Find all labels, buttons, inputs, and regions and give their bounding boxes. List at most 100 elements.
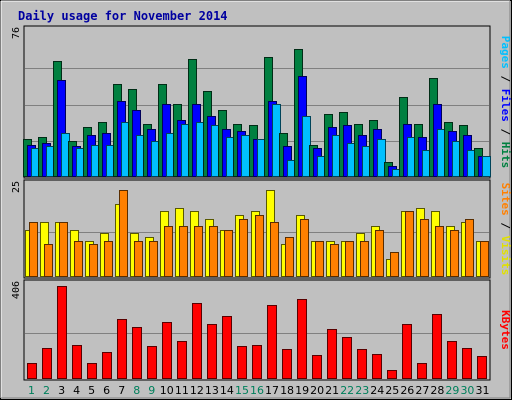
day-label-13: 13: [205, 384, 219, 397]
series-label-part-1: Pages: [499, 36, 512, 69]
bar-sites-day-11: [179, 226, 188, 277]
day-label-1: 1: [28, 384, 35, 397]
bar-sites-day-7: [119, 190, 128, 277]
day-label-25: 25: [385, 384, 399, 397]
day-label-14: 14: [220, 384, 234, 397]
panel-1-series-label: Pages / Files / Hits: [499, 36, 512, 169]
chart-title: Daily usage for November 2014: [18, 9, 228, 23]
bar-sites-day-19: [300, 219, 309, 277]
bar-kbytes-day-3: [57, 286, 67, 379]
bar-sites-day-4: [74, 241, 83, 277]
panel-1: 76 Pages / Files / Hits: [11, 25, 512, 179]
bar-sites-day-25: [390, 252, 399, 277]
bar-sites-day-24: [375, 230, 384, 277]
panel-2-series-label: Sites / Visits: [499, 183, 512, 276]
series-label-part-1: KBytes: [499, 310, 512, 350]
bar-kbytes-day-9: [147, 346, 157, 379]
bar-kbytes-day-5: [87, 363, 97, 379]
day-label-18: 18: [280, 384, 294, 397]
bar-sites-day-22: [345, 241, 354, 277]
series-label-part-1: Sites: [499, 183, 512, 216]
day-label-30: 30: [460, 384, 474, 397]
day-label-11: 11: [175, 384, 189, 397]
bar-kbytes-day-4: [72, 345, 82, 379]
bar-kbytes-day-27: [417, 363, 427, 379]
day-label-16: 16: [250, 384, 264, 397]
day-label-5: 5: [88, 384, 95, 397]
bar-sites-day-6: [104, 241, 113, 277]
bar-kbytes-day-26: [402, 324, 412, 379]
day-label-4: 4: [73, 384, 80, 397]
panel-3-series-label: KBytes: [499, 310, 512, 350]
bar-sites-day-28: [435, 226, 444, 277]
bar-sites-day-9: [149, 241, 158, 277]
day-label-24: 24: [370, 384, 384, 397]
day-label-26: 26: [400, 384, 414, 397]
bar-kbytes-day-1: [27, 363, 37, 379]
bar-sites-day-16: [255, 215, 264, 277]
day-label-3: 3: [58, 384, 65, 397]
bar-sites-day-1: [29, 222, 38, 277]
day-label-27: 27: [415, 384, 429, 397]
bar-kbytes-day-30: [462, 348, 472, 379]
day-label-31: 31: [475, 384, 489, 397]
bar-kbytes-day-11: [177, 341, 187, 379]
bar-sites-day-23: [360, 241, 369, 277]
day-label-21: 21: [325, 384, 339, 397]
bar-kbytes-day-6: [102, 352, 112, 379]
bar-kbytes-day-19: [297, 299, 307, 379]
series-label-part-2: /: [499, 216, 512, 236]
panel-1-max-label: 76: [11, 27, 22, 39]
panel-3: 406 KBytes: [11, 279, 512, 381]
bar-kbytes-day-8: [132, 327, 142, 379]
bar-kbytes-day-22: [342, 337, 352, 379]
bar-sites-day-18: [285, 237, 294, 277]
bar-kbytes-day-25: [387, 370, 397, 379]
series-label-part-4: /: [499, 122, 512, 142]
bar-sites-day-30: [465, 219, 474, 277]
bar-sites-day-14: [224, 230, 233, 277]
bar-pages-day-31: [482, 156, 491, 177]
day-label-22: 22: [340, 384, 354, 397]
series-label-part-2: /: [499, 69, 512, 89]
bar-sites-day-13: [209, 226, 218, 277]
series-label-part-3: Files: [499, 89, 512, 122]
day-label-2: 2: [43, 384, 50, 397]
bar-kbytes-day-14: [222, 316, 232, 379]
bar-sites-day-5: [89, 244, 98, 277]
day-label-6: 6: [103, 384, 110, 397]
bar-kbytes-day-10: [162, 322, 172, 379]
bar-kbytes-day-18: [282, 349, 292, 379]
bar-kbytes-day-29: [447, 341, 457, 379]
day-axis-labels: 1 2 3 4 5 6 7 8 9 10 11 12 13 14 15 16 17 18 19 20 21 22 23 24 2…: [28, 384, 489, 397]
bar-pages-day-24: [377, 139, 386, 177]
day-label-17: 17: [265, 384, 279, 397]
bar-sites-day-20: [315, 241, 324, 277]
bar-kbytes-day-17: [267, 305, 277, 379]
bar-kbytes-day-20: [312, 355, 322, 379]
bar-kbytes-day-16: [252, 345, 262, 379]
day-label-23: 23: [355, 384, 369, 397]
bar-kbytes-day-31: [477, 356, 487, 379]
bar-sites-day-2: [44, 244, 53, 277]
series-label-part-5: Hits: [499, 142, 512, 169]
day-label-19: 19: [295, 384, 309, 397]
bar-kbytes-day-28: [432, 314, 442, 379]
bar-kbytes-day-2: [42, 348, 52, 379]
bar-sites-day-26: [405, 211, 414, 277]
bar-kbytes-day-13: [207, 324, 217, 379]
bar-sites-day-3: [59, 222, 68, 277]
series-label-part-3: Visits: [499, 236, 512, 276]
day-label-28: 28: [430, 384, 444, 397]
day-label-15: 15: [235, 384, 249, 397]
bar-sites-day-31: [480, 241, 489, 277]
panel-3-max-label: 406: [11, 281, 22, 299]
bar-sites-day-15: [239, 219, 248, 277]
day-label-8: 8: [133, 384, 140, 397]
bar-sites-day-29: [450, 230, 459, 277]
day-label-12: 12: [190, 384, 204, 397]
day-label-29: 29: [445, 384, 459, 397]
chart-panels: 76 Pages / Files / Hits 25 Sites / Visits 40…: [11, 25, 512, 381]
bar-sites-day-8: [134, 241, 143, 277]
